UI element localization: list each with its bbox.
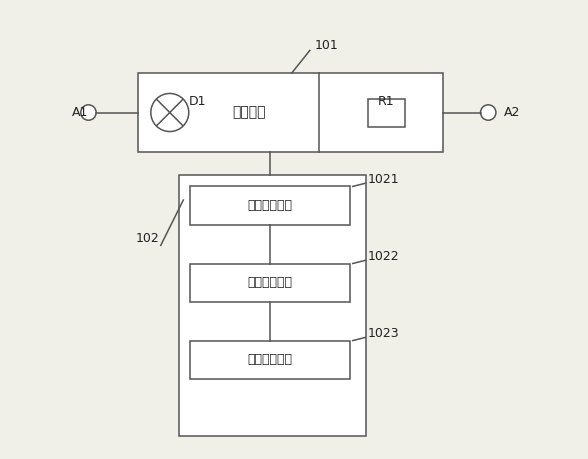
Text: A2: A2 [504, 106, 520, 119]
Bar [138, 73, 443, 152]
Circle shape [480, 105, 496, 120]
Text: A1: A1 [72, 106, 88, 119]
Text: R1: R1 [378, 95, 395, 108]
Circle shape [81, 105, 96, 120]
Bar [190, 341, 350, 379]
Text: 101: 101 [315, 39, 338, 52]
Text: 电压显示单元: 电压显示单元 [248, 353, 293, 366]
Bar [190, 186, 350, 225]
Bar [179, 175, 366, 436]
Text: 模数转换单元: 模数转换单元 [248, 276, 293, 289]
Text: 1021: 1021 [368, 173, 399, 186]
Text: 电压测量单元: 电压测量单元 [248, 199, 293, 212]
Bar [190, 263, 350, 302]
Bar [368, 99, 405, 127]
Text: 102: 102 [135, 232, 159, 245]
Circle shape [151, 94, 189, 132]
Text: 1023: 1023 [368, 327, 399, 340]
Text: 发光单元: 发光单元 [232, 106, 266, 119]
Text: 1022: 1022 [368, 250, 399, 263]
Text: D1: D1 [189, 95, 207, 108]
